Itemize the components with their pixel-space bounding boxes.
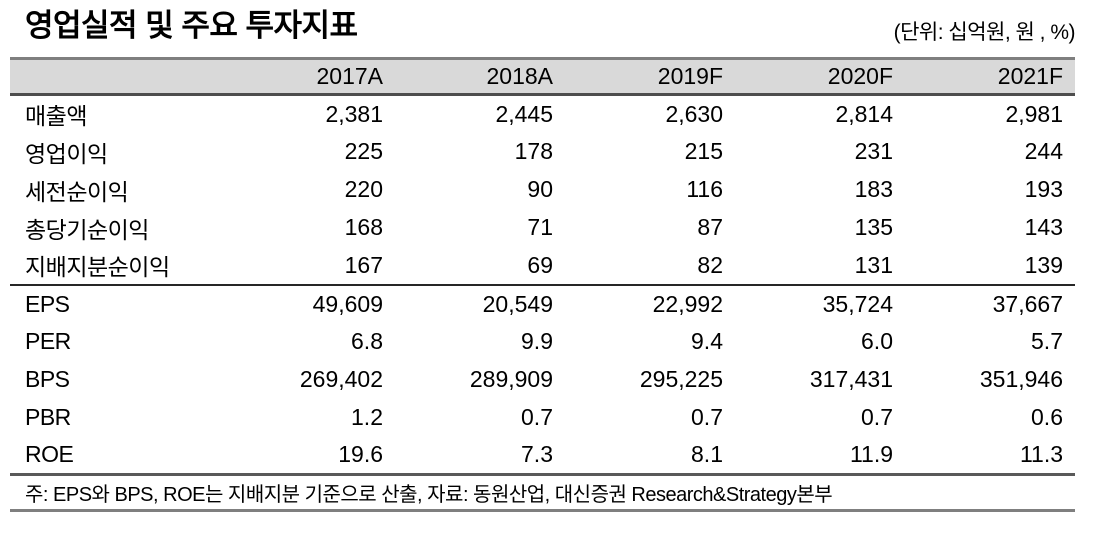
- table-row: 지배지분순이익 167 69 82 131 139: [10, 246, 1075, 286]
- row-label: 영업이익: [25, 140, 108, 167]
- cell-value: 317,431: [809, 366, 893, 392]
- cell-value: 71: [527, 214, 553, 240]
- cell-value: 0.7: [861, 404, 893, 430]
- row-label: EPS: [25, 290, 70, 317]
- row-label: BPS: [25, 366, 70, 392]
- cell-value: 244: [1024, 138, 1063, 164]
- row-label: PER: [25, 328, 71, 354]
- cell-value: 269,402: [299, 366, 383, 392]
- cell-value: 135: [854, 214, 893, 240]
- cell-value: 11.3: [905, 436, 1075, 476]
- cell-value: 131: [735, 246, 905, 286]
- table-header: 2017A 2018A 2019F 2020F 2021F: [10, 58, 1075, 96]
- table-row: PER 6.8 9.9 9.4 6.0 5.7: [10, 323, 1075, 361]
- table-row: EPS 49,609 20,549 22,992 35,724 37,667: [10, 285, 1075, 323]
- table-row: 영업이익 225 178 215 231 244: [10, 133, 1075, 171]
- cell-value: 225: [344, 138, 383, 164]
- table-header-row: 2017A 2018A 2019F 2020F 2021F: [10, 58, 1075, 96]
- column-header-2021f: 2021F: [905, 58, 1075, 96]
- cell-value: 168: [344, 214, 383, 240]
- cell-value: 90: [527, 176, 553, 202]
- cell-value: 82: [565, 246, 735, 286]
- table-row: 세전순이익 220 90 116 183 193: [10, 171, 1075, 209]
- cell-value: 0.6: [1031, 404, 1063, 430]
- cell-value: 2,445: [495, 100, 553, 127]
- cell-value: 87: [697, 214, 723, 240]
- column-header-2017a: 2017A: [225, 58, 395, 96]
- cell-value: 8.1: [565, 436, 735, 476]
- cell-value: 69: [395, 246, 565, 286]
- column-header-2018a: 2018A: [395, 58, 565, 96]
- column-header-2019f: 2019F: [565, 58, 735, 96]
- cell-value: 2,630: [665, 100, 723, 127]
- cell-value: 220: [344, 176, 383, 202]
- table-row: ROE 19.6 7.3 8.1 11.9 11.3: [10, 436, 1075, 476]
- table-footnote-row: 주: EPS와 BPS, ROE는 지배지분 기준으로 산출, 자료: 동원산업…: [10, 474, 1075, 512]
- row-label: 지배지분순이익: [10, 246, 225, 286]
- column-header-metric: [10, 58, 225, 96]
- cell-value: 49,609: [312, 290, 383, 317]
- cell-value: 35,724: [822, 290, 893, 317]
- cell-value: 167: [225, 246, 395, 286]
- cell-value: 6.8: [351, 328, 383, 354]
- cell-value: 19.6: [225, 436, 395, 476]
- cell-value: 7.3: [395, 436, 565, 476]
- cell-value: 9.9: [521, 328, 553, 354]
- table-footnote: 주: EPS와 BPS, ROE는 지배지분 기준으로 산출, 자료: 동원산업…: [10, 474, 1075, 512]
- cell-value: 37,667: [992, 290, 1063, 317]
- row-label: 총당기순이익: [25, 216, 149, 243]
- table-footer: 주: EPS와 BPS, ROE는 지배지분 기준으로 산출, 자료: 동원산업…: [10, 474, 1075, 512]
- cell-value: 0.7: [521, 404, 553, 430]
- page-title: 영업실적 및 주요 투자지표: [25, 8, 358, 43]
- cell-value: 22,992: [652, 290, 723, 317]
- cell-value: 139: [905, 246, 1075, 286]
- cell-value: 193: [1024, 176, 1063, 202]
- cell-value: 2,981: [1005, 100, 1063, 127]
- cell-value: 289,909: [469, 366, 553, 392]
- row-label: 세전순이익: [25, 178, 129, 205]
- table-row: 매출액 2,381 2,445 2,630 2,814 2,981: [10, 95, 1075, 133]
- cell-value: 2,814: [835, 100, 893, 127]
- cell-value: 0.7: [691, 404, 723, 430]
- cell-value: 183: [854, 176, 893, 202]
- cell-value: 11.9: [735, 436, 905, 476]
- cell-value: 2,381: [325, 100, 383, 127]
- cell-value: 231: [854, 138, 893, 164]
- cell-value: 215: [684, 138, 723, 164]
- cell-value: 295,225: [639, 366, 723, 392]
- row-label: PBR: [25, 404, 71, 430]
- cell-value: 6.0: [861, 328, 893, 354]
- row-label: 매출액: [25, 103, 87, 130]
- cell-value: 116: [686, 176, 723, 202]
- cell-value: 178: [514, 138, 553, 164]
- cell-value: 5.7: [1031, 328, 1063, 354]
- cell-value: 351,946: [979, 366, 1063, 392]
- row-label: ROE: [10, 436, 225, 476]
- cell-value: 1.2: [351, 404, 383, 430]
- table-row: 총당기순이익 168 71 87 135 143: [10, 209, 1075, 247]
- cell-value: 9.4: [691, 328, 723, 354]
- table-row: BPS 269,402 289,909 295,225 317,431 351,946: [10, 361, 1075, 399]
- cell-value: 143: [1024, 214, 1063, 240]
- table-row: PBR 1.2 0.7 0.7 0.7 0.6: [10, 399, 1075, 437]
- cell-value: 20,549: [482, 290, 553, 317]
- column-header-2020f: 2020F: [735, 58, 905, 96]
- table-body: 매출액 2,381 2,445 2,630 2,814 2,981 영업이익 225 178 21…: [10, 95, 1075, 476]
- financials-table: 2017A 2018A 2019F 2020F 2021F 매출액 2,381 2,…: [10, 57, 1075, 512]
- unit-label: (단위: 십억원, 원 , %): [893, 21, 1076, 44]
